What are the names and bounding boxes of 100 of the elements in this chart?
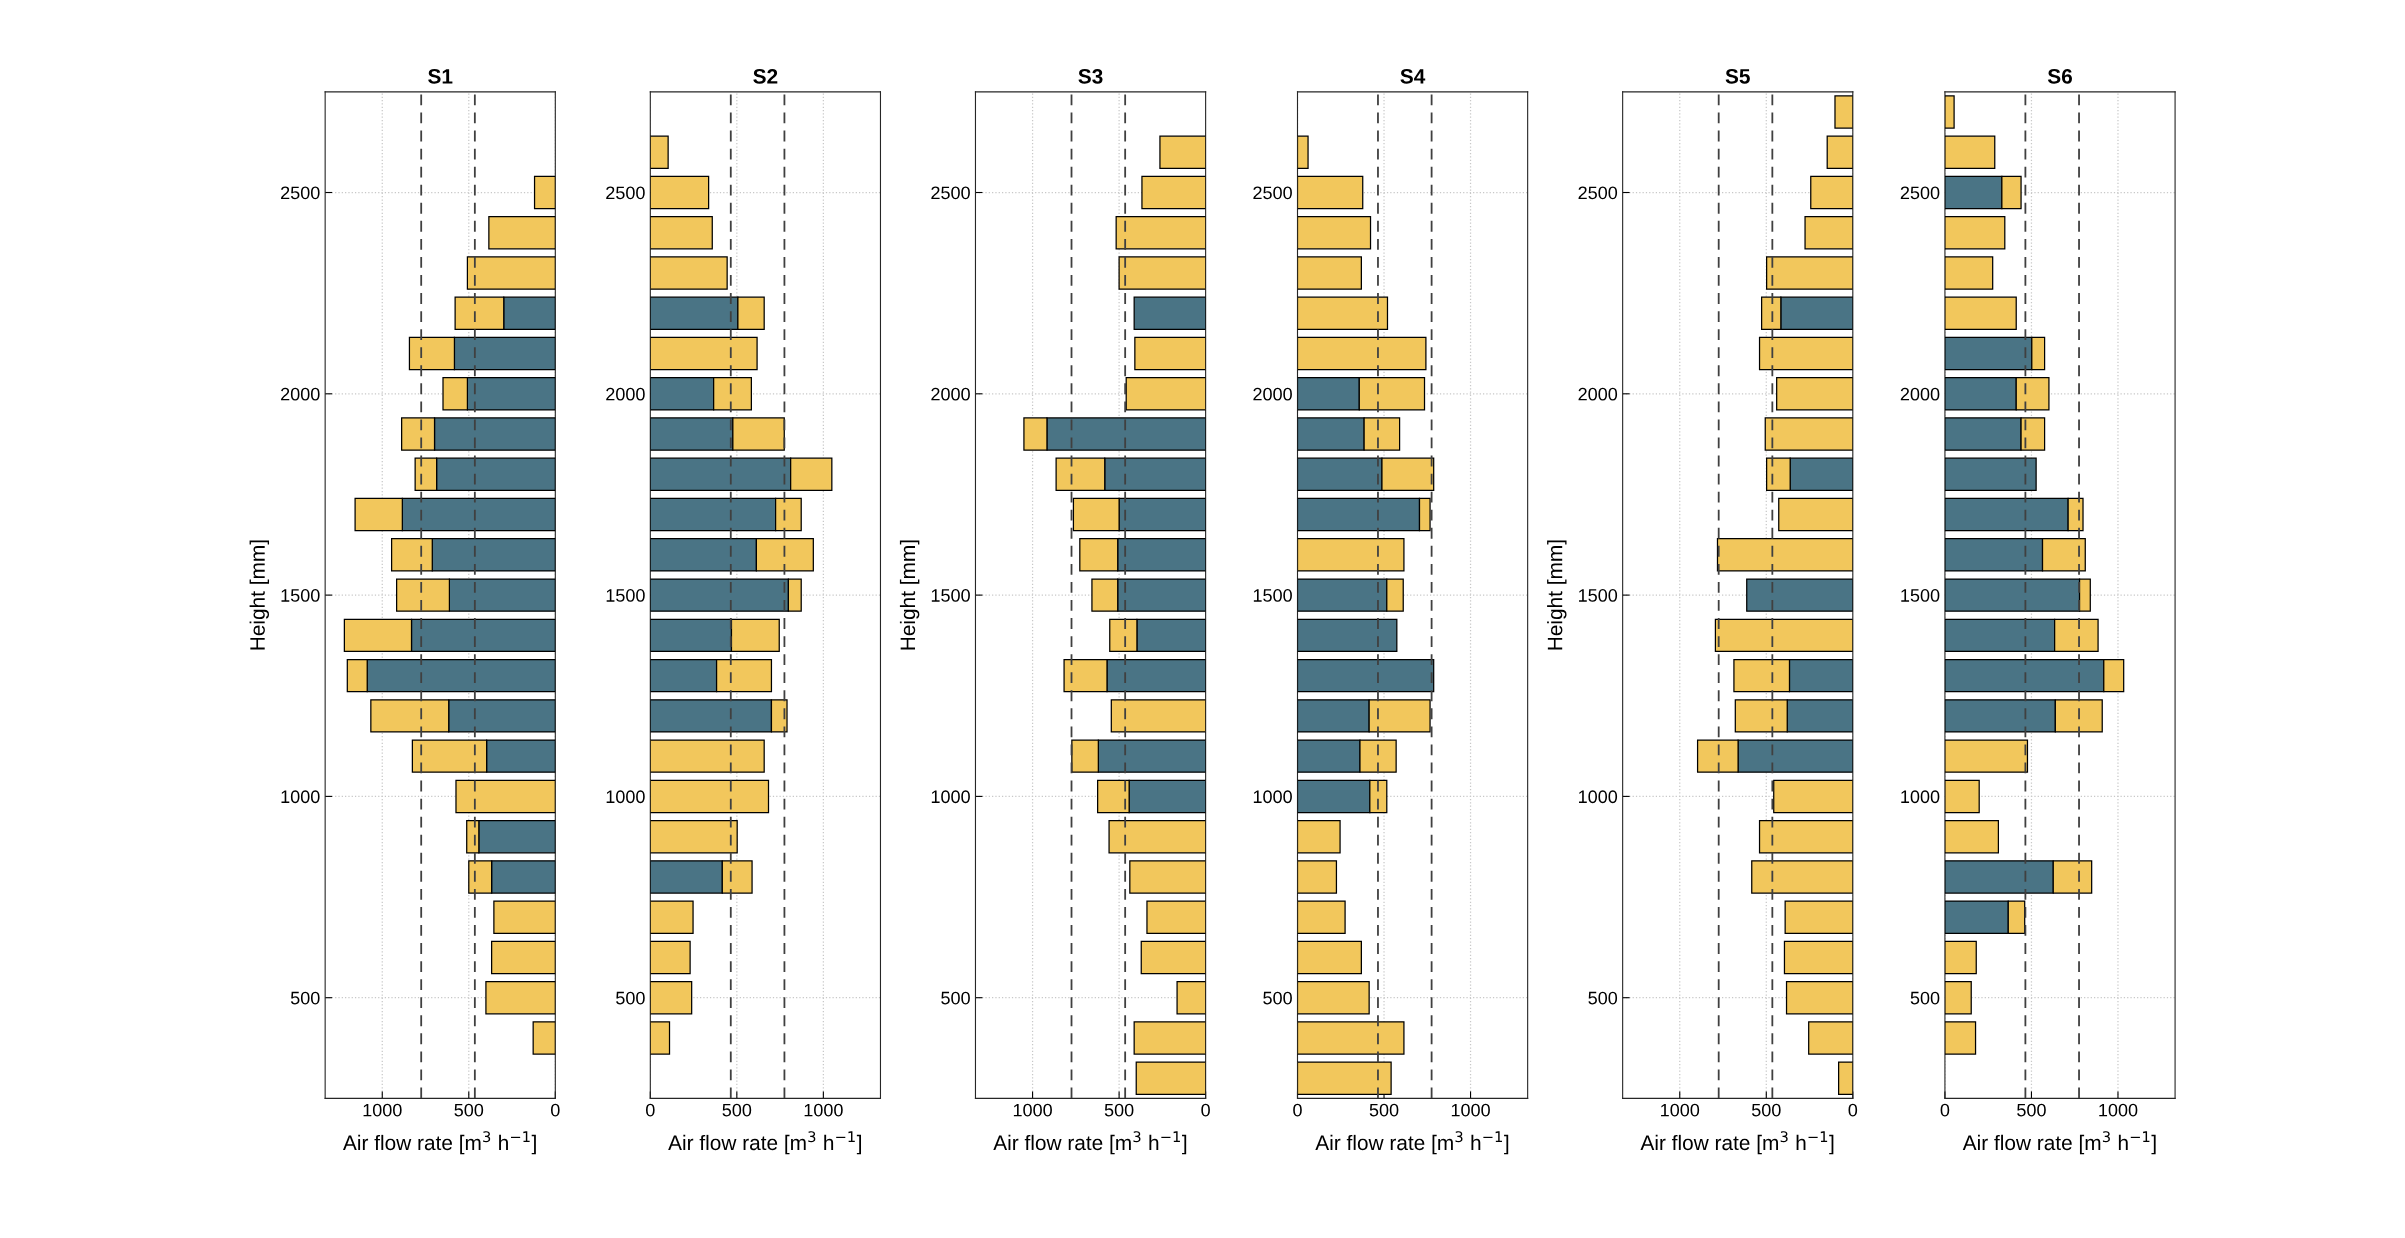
bar <box>1297 658 1435 693</box>
bar <box>1773 779 1853 814</box>
y-tick-label: 2500 <box>606 186 645 200</box>
x-tick-label: 500 <box>1104 1103 1134 1117</box>
bar <box>650 739 765 773</box>
bar <box>1944 980 1972 1015</box>
bar <box>1297 538 1405 572</box>
bar <box>650 940 691 975</box>
y-tick-label: 2500 <box>1900 186 1940 200</box>
bar <box>1944 940 1977 975</box>
bar <box>1944 95 1955 129</box>
y-tick-label: 1500 <box>281 589 320 602</box>
bar <box>1944 779 1980 814</box>
bar <box>1297 980 1370 1015</box>
bar <box>1714 618 1853 653</box>
bar <box>455 779 556 814</box>
x-tick-label: 0 <box>1201 1103 1210 1117</box>
bar <box>1146 900 1206 934</box>
bar <box>1716 538 1853 572</box>
bar <box>533 175 556 210</box>
bar <box>1808 1021 1853 1055</box>
bar <box>650 175 710 210</box>
bar <box>1944 256 1994 290</box>
bar <box>650 980 693 1015</box>
bar <box>1746 578 1853 612</box>
y-tick-label: 500 <box>616 991 645 1005</box>
bar <box>1944 216 2006 250</box>
bar <box>1944 819 2000 854</box>
bar <box>1764 417 1853 451</box>
x-tick-label: 0 <box>551 1103 560 1117</box>
bar <box>1297 175 1364 210</box>
bar <box>1297 1021 1405 1055</box>
y-tick-label: 500 <box>941 991 970 1005</box>
y-tick-label: 1000 <box>1901 790 1940 804</box>
y-tick-label: 2000 <box>1578 387 1618 401</box>
y-tick-label: 2000 <box>931 387 970 401</box>
bar <box>650 216 713 250</box>
x-axis-title: Air flow rate [m$^{3}$ h$^{−1}$] <box>1640 1131 1834 1155</box>
y-axis-title: Height [mm] <box>1547 540 1567 650</box>
x-tick-label: 500 <box>2017 1103 2046 1117</box>
bar <box>1118 256 1206 290</box>
y-tick-label: 1500 <box>1901 589 1940 602</box>
bar <box>1297 1061 1392 1095</box>
x-tick-label: 0 <box>646 1103 655 1117</box>
bar <box>1297 296 1389 331</box>
x-tick-label: 0 <box>1848 1103 1858 1117</box>
x-tick-label: 500 <box>722 1103 752 1117</box>
bar <box>1758 336 1853 371</box>
y-tick-label: 1000 <box>931 790 970 804</box>
y-tick-label: 1500 <box>606 589 645 602</box>
x-tick-label: 1000 <box>2099 1103 2138 1117</box>
y-tick-label: 2500 <box>931 186 970 200</box>
bar <box>532 1021 556 1055</box>
x-axis-title: Air flow rate [m$^{3}$ h$^{−1}$] <box>668 1131 862 1155</box>
bar <box>1176 980 1206 1015</box>
y-tick-label: 2000 <box>606 387 645 401</box>
bar <box>1297 860 1338 894</box>
y-tick-label: 500 <box>1588 991 1618 1005</box>
bar <box>1108 819 1206 854</box>
x-axis-title: Air flow rate [m$^{3}$ h$^{−1}$] <box>1315 1131 1509 1155</box>
chart-title: S6 <box>2047 68 2072 84</box>
bar <box>1297 336 1427 371</box>
bar <box>1944 457 2037 492</box>
bar <box>488 216 556 250</box>
y-tick-label: 2000 <box>1900 387 1940 401</box>
bar <box>1129 860 1206 894</box>
x-tick-label: 0 <box>1940 1103 1950 1117</box>
chart-title: S5 <box>1725 68 1750 84</box>
bar <box>1837 1061 1853 1095</box>
y-axis-title: Height [mm] <box>899 540 920 650</box>
bar <box>1810 175 1853 210</box>
y-tick-label: 500 <box>290 991 320 1005</box>
chart-title: S1 <box>428 68 453 84</box>
bar <box>1297 940 1362 975</box>
bar <box>1804 216 1853 250</box>
bar <box>1297 819 1341 854</box>
x-axis-title: Air flow rate [m$^{3}$ h$^{−1}$] <box>993 1131 1187 1155</box>
bar <box>1133 1021 1206 1055</box>
bar <box>650 135 669 169</box>
bar <box>491 940 556 975</box>
bar <box>1141 175 1206 210</box>
chart-title: S3 <box>1078 68 1103 84</box>
x-tick-label: 0 <box>1293 1103 1302 1117</box>
y-tick-label: 1500 <box>1253 589 1292 602</box>
bar <box>650 1021 671 1055</box>
bar <box>1140 940 1206 975</box>
bar <box>650 336 758 371</box>
bar <box>650 779 770 814</box>
bar <box>1297 216 1372 250</box>
y-tick-label: 1000 <box>1253 790 1292 804</box>
y-tick-label: 1000 <box>606 790 645 804</box>
y-tick-label: 1500 <box>1579 589 1618 602</box>
y-tick-label: 2000 <box>281 387 320 401</box>
y-tick-label: 1500 <box>931 589 970 602</box>
bar <box>1758 819 1853 854</box>
bar <box>1125 377 1206 411</box>
x-tick-label: 500 <box>1751 1103 1781 1117</box>
bar <box>1135 1061 1206 1095</box>
bar <box>485 980 556 1015</box>
x-tick-label: 500 <box>1369 1103 1399 1117</box>
